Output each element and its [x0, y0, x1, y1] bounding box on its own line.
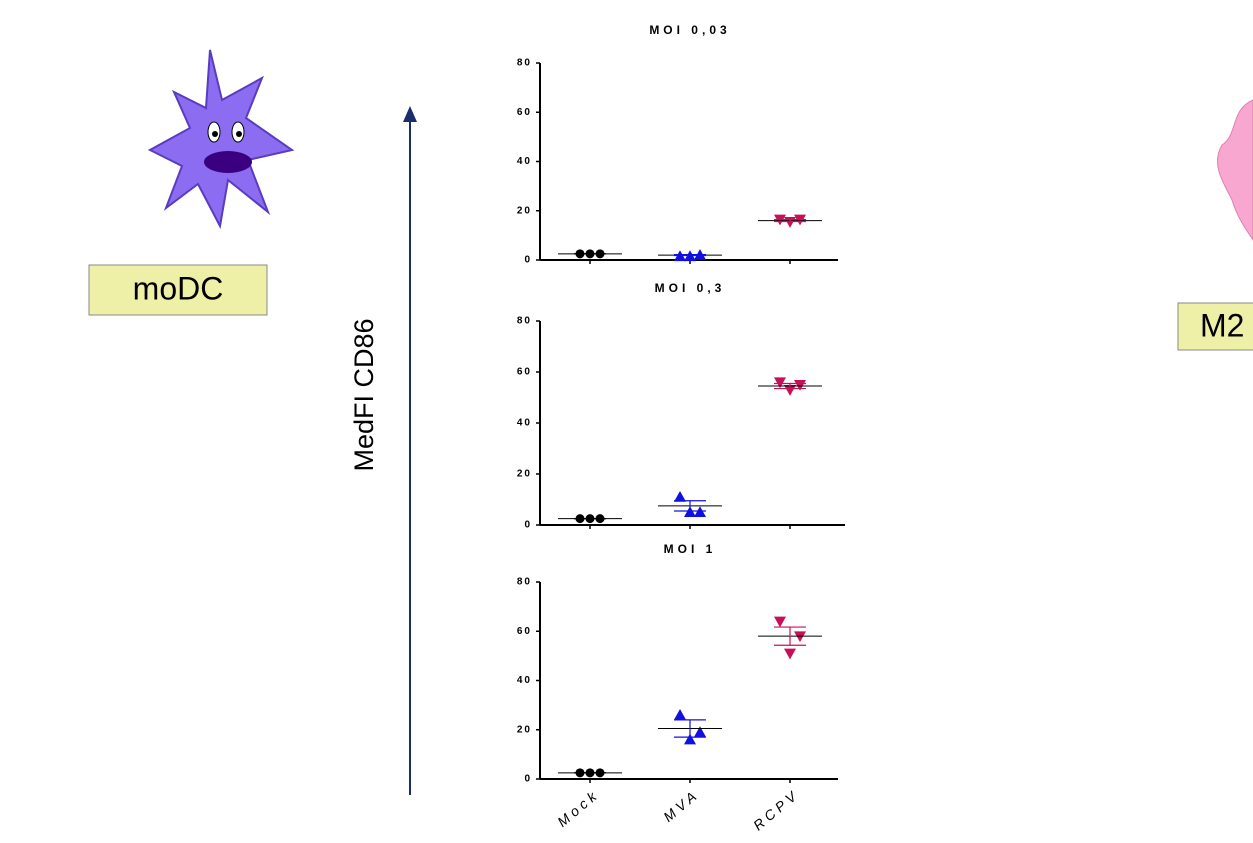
cell-label: M2: [1200, 307, 1244, 343]
cell-label: moDC: [133, 270, 224, 306]
pupil: [236, 131, 242, 137]
y-tick-label: 20: [517, 724, 532, 735]
chart-title: MOI 0,03: [649, 23, 730, 37]
data-point: [794, 631, 806, 642]
data-point: [674, 709, 686, 720]
y-tick-label: 0: [524, 774, 532, 785]
chart-title: MOI 0,3: [655, 281, 726, 295]
y-tick-label: 20: [517, 205, 532, 216]
y-tick-label: 20: [517, 469, 532, 480]
data-point: [774, 617, 786, 628]
y-tick-label: 0: [524, 520, 532, 531]
data-point: [674, 491, 686, 502]
slide: moDC M2 MedFI CD86 MOI 0,03 0 20 40 60 80 MOI …: [0, 0, 1253, 838]
data-point: [774, 377, 786, 388]
data-point: [694, 726, 706, 737]
y-tick-label: 40: [517, 418, 532, 429]
y-tick-label: 80: [517, 58, 532, 69]
arrow-head: [403, 106, 417, 122]
y-tick-label: 60: [517, 367, 532, 378]
x-tick-label: RCPV: [750, 786, 802, 834]
y-tick-label: 40: [517, 675, 532, 686]
x-tick-label: Mock: [554, 786, 602, 830]
data-point: [784, 217, 796, 228]
dendritic-cell-icon: [150, 50, 292, 226]
y-tick-label: 80: [517, 316, 532, 327]
y-tick-label: 60: [517, 626, 532, 637]
y-tick-label: 60: [517, 107, 532, 118]
pupil: [212, 131, 218, 137]
data-point: [784, 649, 796, 660]
y-tick-label: 80: [517, 577, 532, 588]
cell-body: [150, 50, 292, 226]
data-point: [694, 506, 706, 517]
y-tick-label: 40: [517, 156, 532, 167]
macrophage-icon: [1217, 100, 1253, 240]
mouth: [204, 151, 252, 173]
axis-title: MedFI CD86: [349, 318, 379, 471]
x-tick-label: MVA: [660, 786, 702, 825]
chart-title: MOI 1: [664, 542, 717, 556]
y-tick-label: 0: [524, 255, 532, 266]
